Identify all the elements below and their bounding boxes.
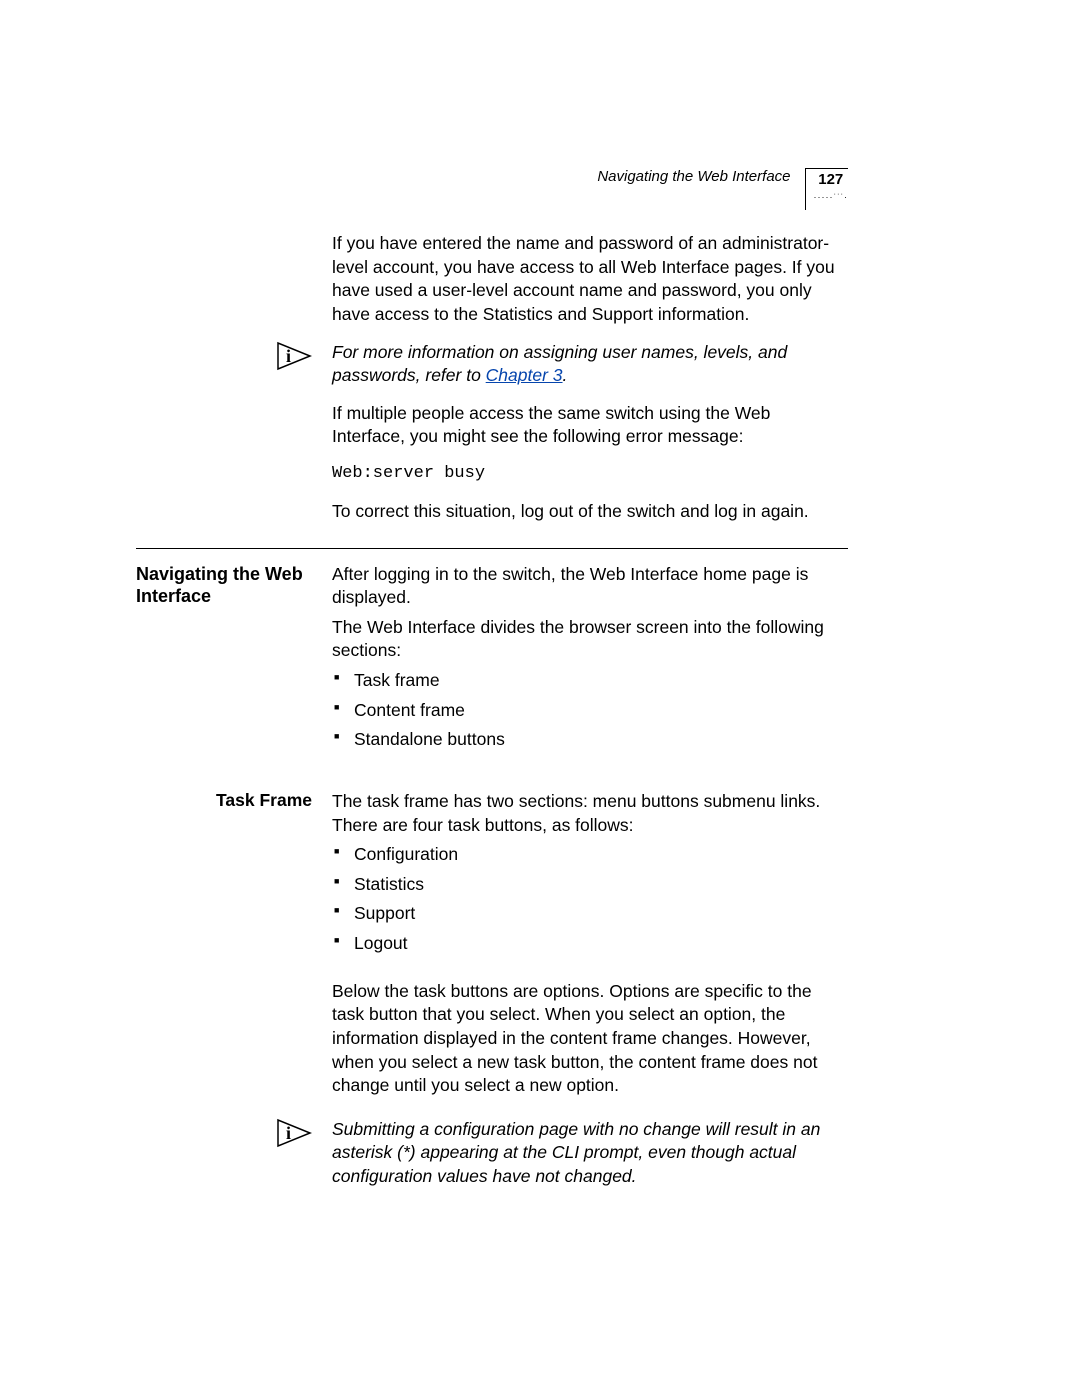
chapter-link[interactable]: Chapter 3 — [486, 365, 563, 385]
subsection-heading: Task Frame — [136, 790, 312, 811]
intro-paragraph-3: To correct this situation, log out of th… — [332, 500, 848, 524]
running-header: Navigating the Web Interface 127 ·······… — [597, 168, 848, 210]
task-buttons-list: Configuration Statistics Support Logout — [332, 843, 848, 956]
list-item: Support — [354, 902, 848, 926]
task-frame-para: Below the task buttons are options. Opti… — [332, 980, 848, 1098]
list-item: Logout — [354, 932, 848, 956]
task-frame-intro: The task frame has two sections: menu bu… — [332, 790, 848, 837]
section-heading: Navigating the Web Interface — [136, 563, 312, 608]
list-item: Statistics — [354, 873, 848, 897]
section-para-1: After logging in to the switch, the Web … — [332, 563, 848, 610]
section-para-2: The Web Interface divides the browser sc… — [332, 616, 848, 663]
sections-list: Task frame Content frame Standalone butt… — [332, 669, 848, 752]
error-code: Web:server busy — [332, 463, 848, 486]
info-icon: i — [276, 341, 312, 371]
page-number-box: 127 ········· — [805, 168, 849, 210]
list-item: Configuration — [354, 843, 848, 867]
svg-text:i: i — [286, 346, 291, 366]
list-item: Task frame — [354, 669, 848, 693]
list-item: Standalone buttons — [354, 728, 848, 752]
note1-suffix: . — [563, 365, 568, 385]
running-title: Navigating the Web Interface — [597, 168, 790, 185]
page-number: 127 — [818, 171, 843, 188]
header-dots-icon: ········· — [814, 190, 849, 198]
svg-text:i: i — [286, 1123, 291, 1143]
info-icon: i — [276, 1118, 312, 1148]
list-item: Content frame — [354, 699, 848, 723]
intro-paragraph-2: If multiple people access the same switc… — [332, 402, 848, 449]
info-note-1: For more information on assigning user n… — [332, 341, 848, 388]
section-divider — [136, 548, 848, 549]
intro-paragraph-1: If you have entered the name and passwor… — [332, 232, 848, 327]
info-note-2: Submitting a configuration page with no … — [332, 1118, 848, 1189]
